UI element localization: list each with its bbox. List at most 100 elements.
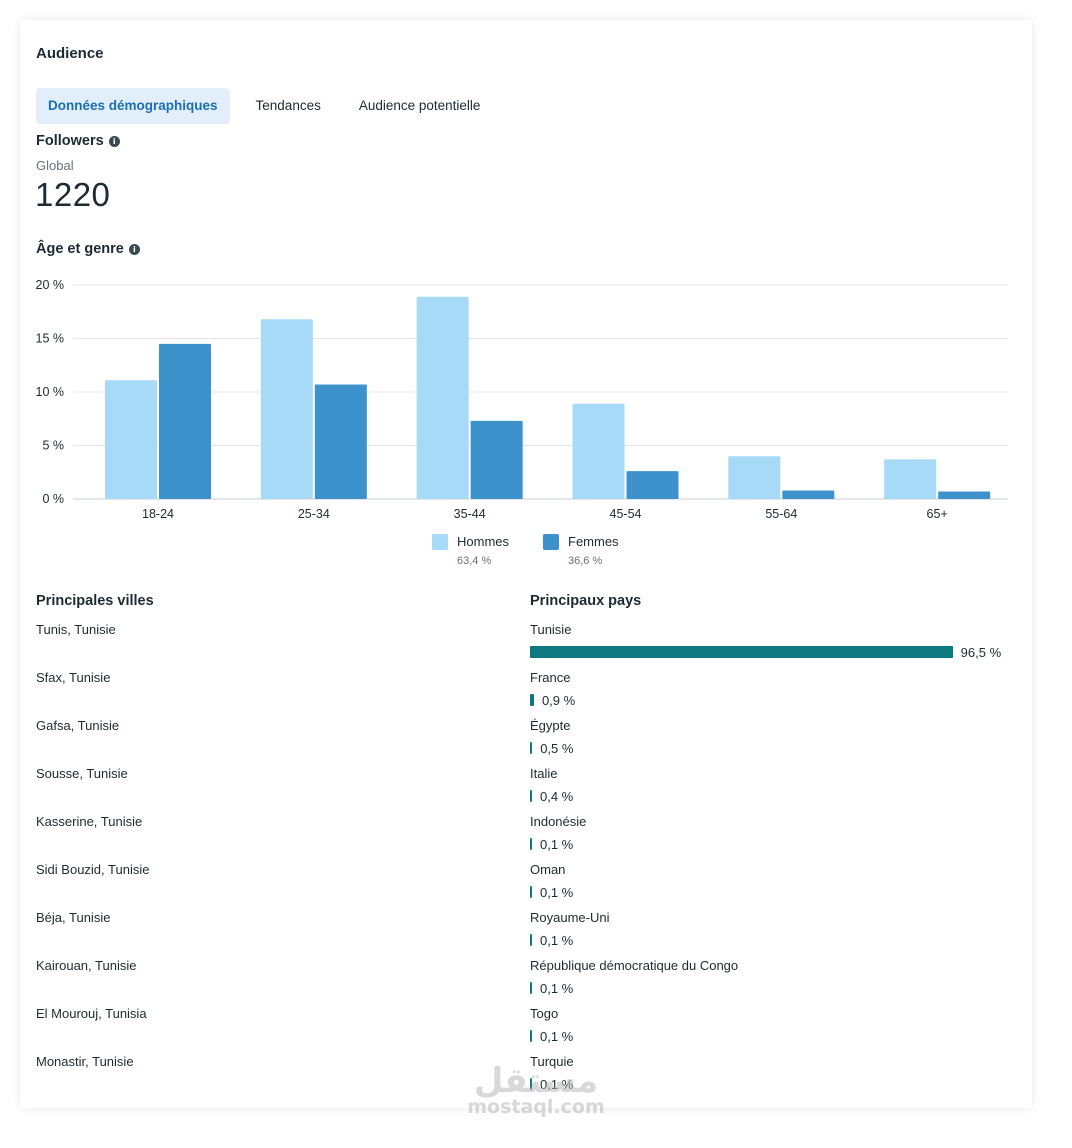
bar-femmes-45-54[interactable] (626, 471, 679, 499)
city-item: Monastir, Tunisie (36, 1054, 134, 1069)
x-tick-label: 65+ (927, 507, 948, 521)
bar-femmes-25-34[interactable] (314, 384, 367, 499)
watermark-logo: مستقل mostaql.com (466, 1061, 606, 1117)
country-item: Togo 0,1 % (530, 1006, 1020, 1046)
country-bar-row: 0,1 % (530, 834, 1020, 854)
city-item: Sidi Bouzid, Tunisie (36, 862, 150, 877)
bar-femmes-35-44[interactable] (470, 420, 523, 499)
y-tick-label: 5 % (42, 439, 64, 453)
country-name: Oman (530, 862, 566, 877)
tab-demographics[interactable]: Données démographiques (36, 88, 230, 124)
x-tick-label: 45-54 (610, 507, 642, 521)
country-bar-row: 0,4 % (530, 786, 1020, 806)
bar-hommes-18-24[interactable] (105, 380, 157, 499)
country-share-pct: 0,1 % (540, 1028, 574, 1044)
followers-count: 1220 (35, 176, 111, 213)
x-tick-label: 55-64 (765, 507, 797, 521)
x-tick-label: 35-44 (454, 507, 486, 521)
country-share-pct: 0,1 % (540, 836, 574, 852)
country-share-pct: 0,5 % (540, 740, 574, 756)
country-name: Italie (530, 766, 558, 781)
country-bar-row: 0,1 % (530, 882, 1020, 902)
city-item: Béja, Tunisie (36, 910, 111, 925)
country-bar-row: 0,9 % (530, 690, 1020, 710)
y-tick-label: 15 % (36, 332, 65, 346)
country-item: Tunisie 96,5 % (530, 622, 1020, 662)
country-share-bar (530, 1030, 532, 1042)
country-item: Égypte 0,5 % (530, 718, 1020, 758)
cities-heading: Principales villes (36, 593, 154, 609)
city-item: El Mourouj, Tunisia (36, 1006, 147, 1021)
country-item: France 0,9 % (530, 670, 1020, 710)
age-gender-title: Âge et genre (36, 241, 124, 257)
country-share-bar (530, 790, 532, 802)
card-title: Audience (36, 45, 104, 62)
bar-femmes-65+[interactable] (938, 491, 991, 499)
followers-scope: Global (36, 158, 74, 173)
x-tick-label: 18-24 (142, 507, 174, 521)
country-name: Tunisie (530, 622, 572, 637)
country-bar-row: 0,1 % (530, 1026, 1020, 1046)
city-item: Tunis, Tunisie (36, 622, 116, 637)
country-bar-row: 0,5 % (530, 738, 1020, 758)
followers-heading: Followers i (36, 133, 120, 149)
tab-potential-audience[interactable]: Audience potentielle (358, 98, 481, 113)
bar-hommes-25-34[interactable] (260, 319, 313, 499)
country-name: Indonésie (530, 814, 587, 829)
country-share-pct: 0,9 % (541, 692, 576, 708)
country-share-pct: 0,1 % (540, 932, 574, 948)
country-share-pct: 96,5 % (960, 644, 1002, 660)
city-item: Sousse, Tunisie (36, 766, 128, 781)
country-name: Royaume-Uni (530, 910, 610, 925)
country-name: Égypte (530, 718, 571, 733)
country-item: Royaume-Uni 0,1 % (530, 910, 1020, 950)
country-name: Turquie (530, 1054, 574, 1069)
country-share-bar (530, 982, 532, 994)
legend-share-hommes: 63,4 % (457, 555, 492, 567)
tab-bar: Données démographiques Tendances Audienc… (36, 88, 506, 124)
country-bar-row: 0,1 % (530, 978, 1020, 998)
legend-label-femmes: Femmes (568, 534, 619, 549)
country-item: République démocratique du Congo 0,1 % (530, 958, 1020, 998)
country-bar-row: 96,5 % (530, 642, 1020, 662)
city-item: Kasserine, Tunisie (36, 814, 143, 829)
country-item: Italie 0,4 % (530, 766, 1020, 806)
country-item: Oman 0,1 % (530, 862, 1020, 902)
audience-card (20, 20, 1032, 1108)
watermark-arabic: مستقل (473, 1061, 599, 1101)
tab-trends[interactable]: Tendances (255, 98, 321, 113)
bar-hommes-45-54[interactable] (572, 403, 625, 499)
y-tick-label: 0 % (42, 492, 64, 506)
bar-femmes-18-24[interactable] (159, 343, 211, 499)
followers-title: Followers (36, 133, 104, 149)
age-gender-chart: 0 % 5 % 10 % 15 % 20 % 18-24 25-34 35-44 45-54 55… (36, 278, 1008, 521)
country-share-bar (530, 646, 953, 658)
legend-label-hommes: Hommes (457, 534, 510, 549)
countries-heading: Principaux pays (530, 593, 642, 609)
country-share-pct: 0,1 % (540, 884, 574, 900)
country-name: Togo (530, 1006, 559, 1021)
bar-femmes-55-64[interactable] (782, 490, 835, 499)
city-item: Sfax, Tunisie (36, 670, 111, 685)
country-share-pct: 0,1 % (540, 980, 574, 996)
age-gender-heading: Âge et genre i (36, 241, 140, 257)
city-item: Gafsa, Tunisie (36, 718, 120, 733)
country-share-pct: 0,4 % (540, 788, 574, 804)
bar-hommes-65+[interactable] (884, 459, 937, 499)
legend-femmes: Femmes 36,6 % (543, 534, 619, 567)
legend-hommes: Hommes 63,4 % (432, 534, 509, 567)
country-name: France (530, 670, 571, 685)
bar-hommes-55-64[interactable] (728, 456, 781, 499)
bar-hommes-35-44[interactable] (416, 296, 469, 499)
country-share-bar (530, 742, 533, 754)
x-tick-label: 25-34 (298, 507, 330, 521)
info-icon[interactable]: i (128, 243, 140, 255)
country-share-pct: 0,1 % (540, 1076, 574, 1092)
legend-swatch-femmes (543, 534, 559, 550)
country-share-bar (530, 838, 532, 850)
legend-share-femmes: 36,6 % (568, 555, 603, 567)
country-share-bar (530, 934, 532, 946)
y-tick-label: 10 % (36, 385, 65, 399)
country-share-bar (530, 694, 534, 706)
info-icon[interactable]: i (108, 135, 120, 147)
